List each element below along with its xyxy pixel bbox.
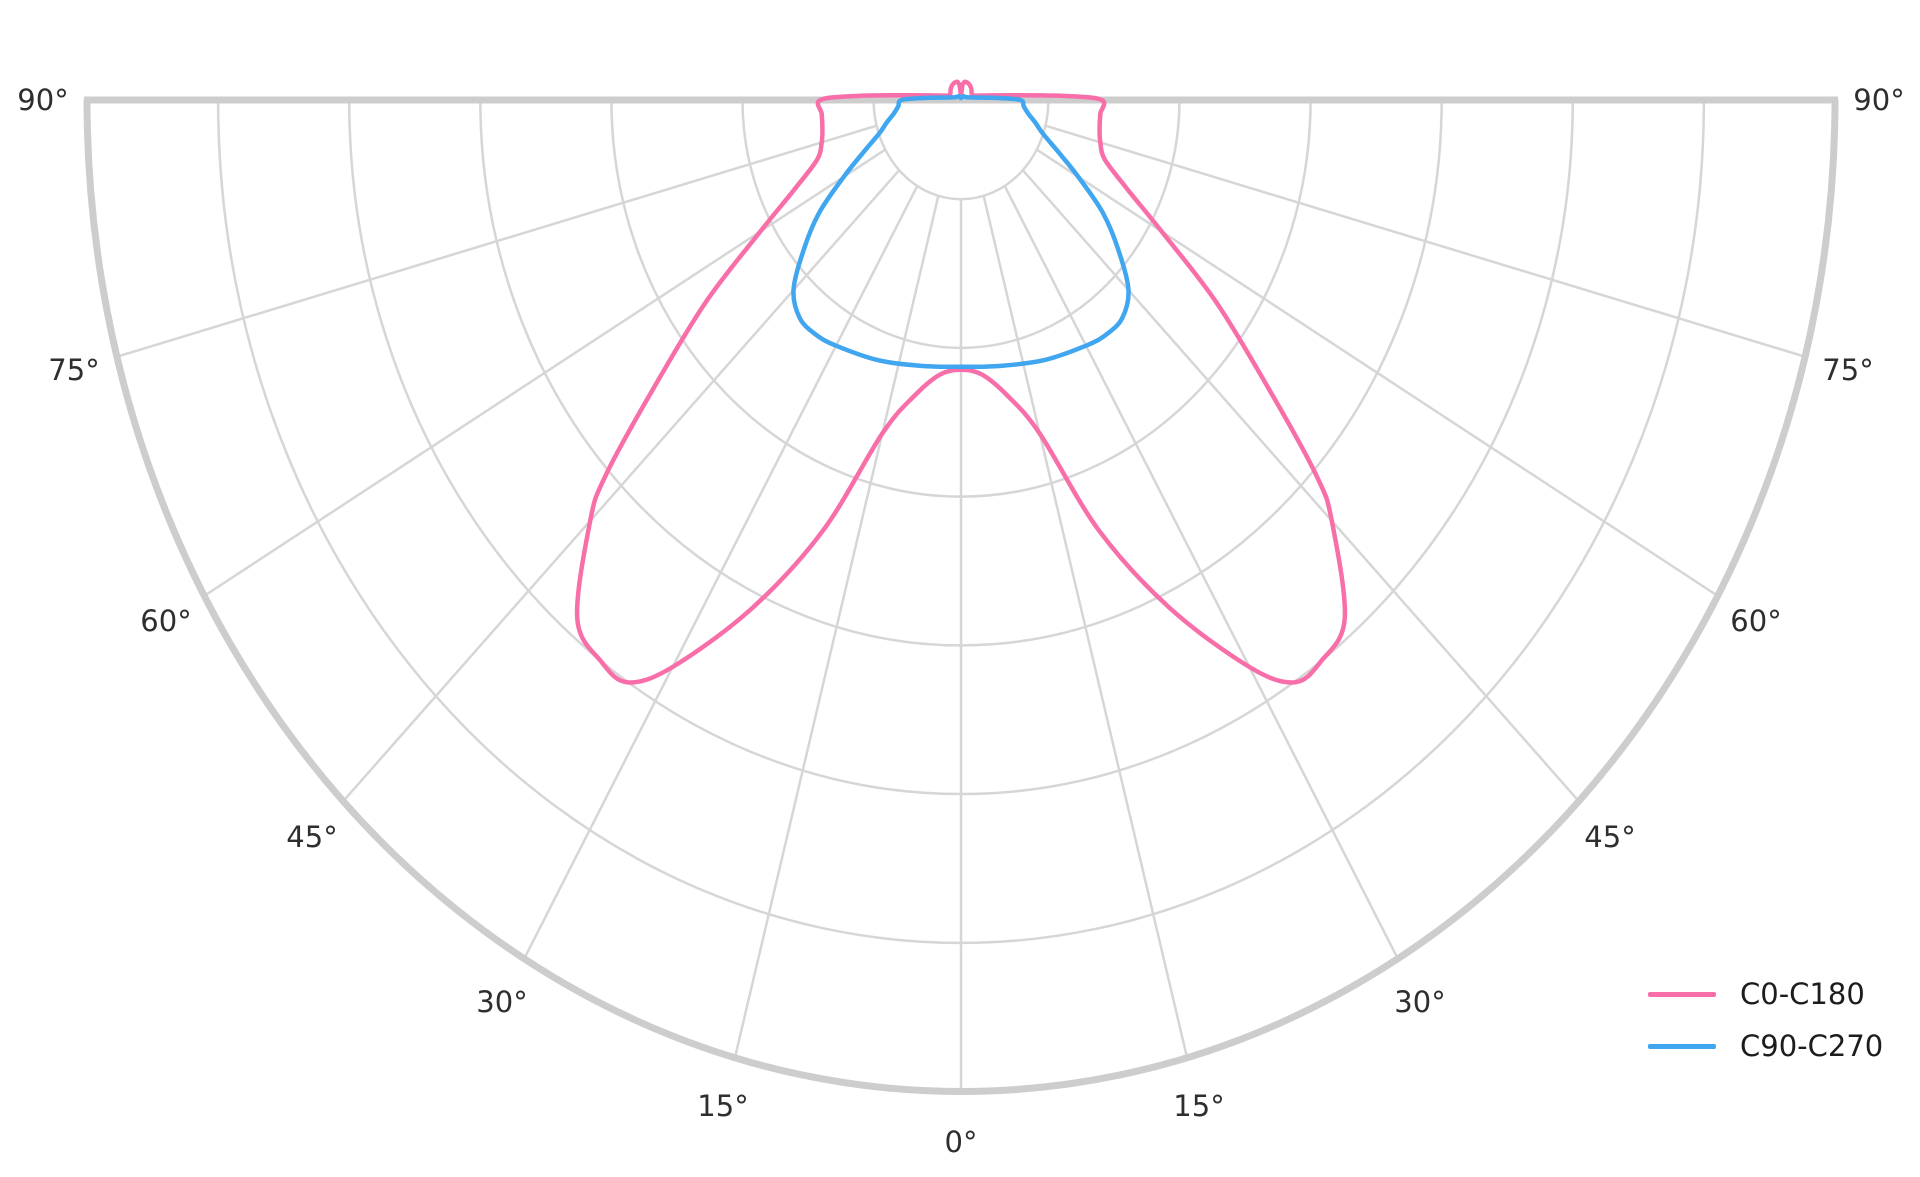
angle-tick-label: 30°	[476, 985, 527, 1019]
grid-spoke	[342, 169, 901, 803]
angle-tick-label: 75°	[48, 353, 99, 387]
curve-c90-c270	[791, 94, 1131, 370]
angle-tick-label: 15°	[1173, 1089, 1224, 1123]
outer-boundary-arc	[83, 99, 1839, 1096]
grid-spoke	[1003, 185, 1400, 960]
angle-tick-label: 60°	[1730, 604, 1781, 638]
curve-c0-c180	[574, 79, 1348, 685]
grid-spoke	[203, 148, 886, 598]
angle-tick-label: 90°	[1853, 83, 1904, 117]
legend-item-c0-c180: C0-C180	[1648, 975, 1883, 1013]
angle-tick-label: 0°	[945, 1125, 978, 1159]
grid-spoke	[1036, 148, 1719, 598]
grid-spoke	[733, 195, 940, 1059]
grid-spoke	[1021, 169, 1580, 803]
angle-tick-label: 30°	[1394, 985, 1445, 1019]
angle-tick-label: 45°	[1584, 820, 1635, 854]
grid-spoke	[116, 124, 877, 358]
grid-spoke	[1045, 124, 1806, 358]
grid-spoke	[522, 185, 919, 960]
legend-item-c90-c270: C90-C270	[1648, 1027, 1883, 1065]
grid-spoke	[982, 195, 1189, 1059]
angle-tick-label: 90°	[17, 83, 68, 117]
legend-label-c0-c180: C0-C180	[1740, 977, 1865, 1011]
legend-line-c90-c270-icon	[1648, 1043, 1716, 1049]
grid-ring	[872, 99, 1050, 201]
legend: C0-C180 C90-C270	[1648, 975, 1883, 1065]
legend-label-c90-c270: C90-C270	[1740, 1029, 1884, 1063]
angle-tick-label: 15°	[697, 1089, 748, 1123]
angle-tick-label: 75°	[1822, 353, 1873, 387]
angle-tick-label: 45°	[286, 820, 337, 854]
legend-line-c0-c180-icon	[1648, 991, 1716, 997]
angle-tick-label: 60°	[140, 604, 191, 638]
